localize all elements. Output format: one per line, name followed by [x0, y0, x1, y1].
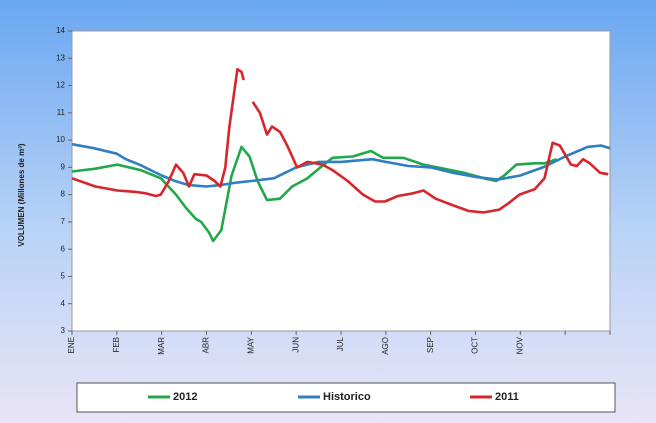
plot-area: [71, 30, 611, 332]
series-line: [71, 142, 611, 188]
y-tick-label: 5: [61, 272, 66, 281]
legend-label: Historico: [323, 391, 371, 403]
y-tick-label: 14: [56, 26, 65, 35]
x-tick-label: AGO: [381, 337, 390, 355]
x-tick-label: NOV: [515, 336, 524, 354]
y-tick-label: 12: [56, 81, 65, 90]
y-tick-label: 4: [61, 299, 66, 308]
y-tick-label: 11: [57, 108, 66, 117]
x-tick-label: JUL: [336, 336, 345, 351]
y-tick-label: 9: [61, 162, 66, 171]
x-tick-label: MAY: [246, 336, 255, 353]
legend-label: 2012: [173, 391, 197, 403]
x-tick-label: JUN: [291, 337, 300, 353]
x-tick-label: ENE: [67, 337, 76, 353]
y-tick-label: 3: [61, 326, 66, 335]
legend-label: 2011: [495, 391, 519, 403]
y-tick-label: 13: [56, 53, 65, 62]
y-tick-label: 8: [61, 190, 66, 199]
x-tick-label: SEP: [426, 337, 435, 353]
y-tick-label: 7: [61, 217, 66, 226]
y-tick-label: 6: [61, 244, 66, 253]
x-tick-label: OCT: [471, 337, 480, 354]
marks: [71, 67, 611, 243]
y-tick-label: 10: [56, 135, 65, 144]
series-line: [71, 67, 609, 214]
x-tick-label: FEB: [112, 337, 121, 353]
x-tick-label: ABR: [202, 337, 211, 354]
y-axis-title: VOLUMEN (Millones de m³): [17, 143, 26, 246]
x-tick-label: MAR: [157, 337, 166, 355]
